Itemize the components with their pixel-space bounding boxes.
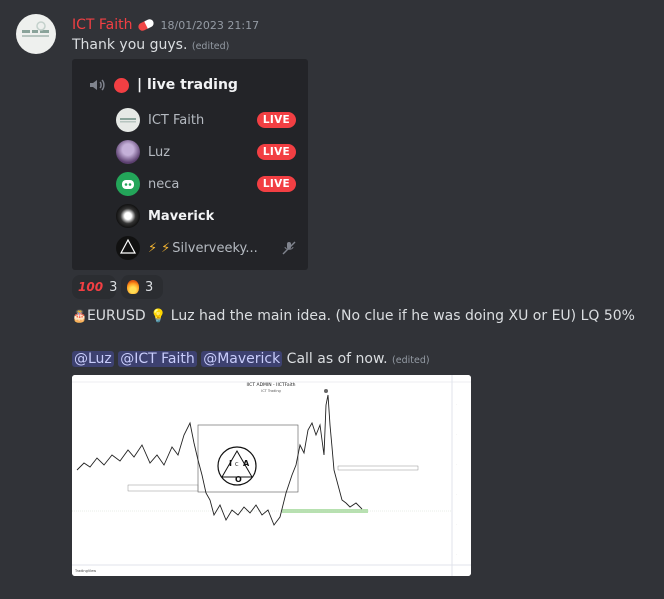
username[interactable]: ICT Faith (72, 17, 133, 33)
voice-user-name: neca (148, 176, 180, 192)
recording-dot (114, 77, 129, 93)
logo-letter: A (243, 459, 250, 468)
muted-mic-icon (282, 241, 296, 255)
live-badge: LIVE (256, 144, 296, 160)
cake-icon: 🎂 (72, 309, 87, 323)
lightning-icon: ⚡ (148, 240, 158, 256)
chart-subtitle: ICT Trading (261, 389, 281, 393)
mention-maverick[interactable]: @Maverick (201, 351, 283, 367)
message-body: Luz had the main idea. (No clue if he wa… (166, 308, 635, 324)
avatar (116, 204, 140, 228)
avatar (116, 108, 140, 132)
svg-text:·: · (456, 432, 457, 436)
chart-image-attachment[interactable]: IICT ADMIN - IICTFaith ICT Trading I C A… (72, 375, 471, 576)
chart-footer: TradingView (74, 569, 96, 573)
logo-letter: I (229, 459, 232, 468)
chart-title: IICT ADMIN - IICTFaith (247, 382, 296, 388)
svg-text:·: · (456, 522, 457, 526)
logo-letter: C (235, 462, 239, 468)
reaction-count: 3 (145, 279, 154, 295)
voice-user-silverveeky[interactable]: ⚡ ⚡ Silverveeky... (116, 236, 296, 260)
message-body: Call as of now. (282, 351, 388, 367)
reaction-fire[interactable]: 3 (121, 275, 163, 299)
hundred-points-icon: 100 (78, 280, 104, 294)
svg-text:·: · (456, 462, 457, 466)
voice-user-maverick[interactable]: Maverick (116, 204, 296, 228)
voice-user-name: ICT Faith (148, 112, 205, 128)
voice-user-name: Luz (148, 144, 171, 160)
lightbulb-icon: 💡 (150, 309, 167, 324)
timestamp[interactable]: 18/01/2023 21:17 (160, 18, 260, 32)
mention-ictfaith[interactable]: @ICT Faith (118, 351, 197, 367)
avatar (116, 236, 140, 260)
voice-channel-header[interactable]: | live trading (88, 76, 238, 94)
discord-default-avatar (116, 172, 140, 196)
message-text: 🎂EURUSD 💡 Luz had the main idea. (No clu… (72, 308, 635, 324)
cropped-edge (100, 59, 190, 61)
speaker-icon (90, 79, 105, 91)
voice-user-ictfaith[interactable]: ICT Faith LIVE (116, 108, 296, 132)
voice-channel-name[interactable]: | live trading (137, 77, 238, 93)
svg-text:·: · (456, 552, 457, 556)
watermark-logo (217, 446, 257, 486)
logo-letter: O (235, 475, 242, 484)
fire-icon (127, 280, 139, 294)
user-avatar[interactable] (16, 14, 56, 54)
voice-user-neca[interactable]: neca LIVE (116, 172, 296, 196)
ticker-text: EURUSD (86, 308, 146, 324)
message-text: Thank you guys. (edited) (72, 37, 229, 53)
pill-icon (136, 17, 155, 33)
reaction-count: 3 (109, 279, 118, 295)
svg-text:·: · (456, 402, 457, 406)
message-text: @Luz @ICT Faith @Maverick Call as of now… (72, 351, 430, 367)
message-header: ICT Faith 18/01/2023 21:17 (72, 15, 259, 35)
lightning-icon: ⚡ (161, 240, 171, 256)
live-badge: LIVE (256, 112, 296, 128)
svg-text:·: · (456, 492, 457, 496)
voice-user-luz[interactable]: Luz LIVE (116, 140, 296, 164)
voice-user-name: Maverick (148, 208, 215, 224)
voice-user-name: Silverveeky... (172, 240, 258, 256)
message-body: Thank you guys. (72, 37, 188, 53)
mention-luz[interactable]: @Luz (72, 351, 114, 367)
live-badge: LIVE (256, 176, 296, 192)
avatar (116, 140, 140, 164)
edited-label: (edited) (392, 355, 430, 366)
edited-label: (edited) (191, 41, 230, 52)
reaction-100[interactable]: 100 3 (72, 275, 118, 299)
voice-channel-embed: | live trading ICT Faith LIVE Luz LIVE n… (72, 59, 308, 270)
trading-chart: IICT ADMIN - IICTFaith ICT Trading I C A… (72, 375, 471, 576)
